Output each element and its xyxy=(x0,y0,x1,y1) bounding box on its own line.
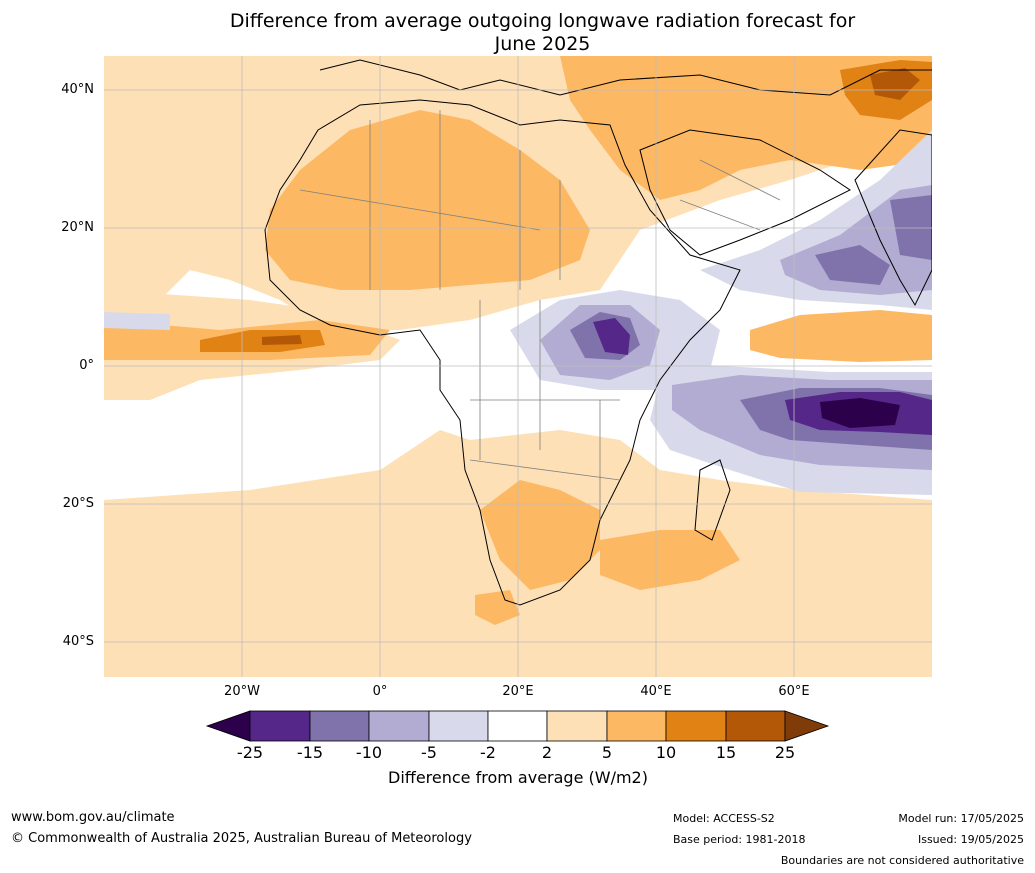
colorbar-swatch-5 xyxy=(487,710,548,742)
colorbar-tick: 10 xyxy=(655,743,677,762)
colorbar-tick: 15 xyxy=(715,743,737,762)
colorbar xyxy=(205,710,830,742)
lon-label-40e: 40°E xyxy=(640,684,672,699)
colorbar-swatch-7 xyxy=(606,710,667,742)
colorbar-swatch-0 xyxy=(205,710,251,742)
lon-label-20w: 20°W xyxy=(224,684,260,699)
footer-issued: Issued: 19/05/2025 xyxy=(917,833,1024,846)
lat-label-20n: 20°N xyxy=(61,220,94,235)
anomaly-region-dark-purple-eastafrica xyxy=(593,318,630,355)
footer-base-period: Base period: 1981-2018 xyxy=(673,833,806,846)
colorbar-swatch-2 xyxy=(309,710,370,742)
colorbar-tick: -25 xyxy=(236,743,264,762)
africa-coastline xyxy=(264,99,741,606)
footer-disclaimer: Boundaries are not considered authoritat… xyxy=(780,854,1024,867)
footer-model: Model: ACCESS-S2 xyxy=(673,812,775,825)
gridlines xyxy=(104,56,932,677)
lat-label-0: 0° xyxy=(79,358,94,373)
arabia-coastline xyxy=(639,129,851,256)
colorbar-tick: -15 xyxy=(296,743,324,762)
colorbar-label: Difference from average (W/m2) xyxy=(388,768,648,787)
lon-label-20e: 20°E xyxy=(502,684,534,699)
anomaly-region-orange-south-atlantic xyxy=(475,590,520,625)
anomaly-region-darkest-orange-gulf xyxy=(262,335,302,345)
colorbar-swatch-4 xyxy=(428,710,489,742)
colorbar-tick: 25 xyxy=(774,743,796,762)
colorbar-tick: -5 xyxy=(421,743,437,762)
colorbar-swatch-8 xyxy=(665,710,727,742)
footer-website-link[interactable]: www.bom.gov.au/climate xyxy=(11,810,175,825)
anomaly-region-orange-southern-africa xyxy=(480,480,600,590)
colorbar-swatch-1 xyxy=(249,710,311,742)
colorbar-swatch-3 xyxy=(368,710,430,742)
anomaly-region-pale-purple-atlantic xyxy=(104,312,170,330)
chart-title: Difference from average outgoing longwav… xyxy=(100,10,985,56)
anomaly-region-darkest-purple-indian xyxy=(820,398,900,428)
anomaly-region-orange-mideast xyxy=(560,56,932,200)
title-line-1: Difference from average outgoing longwav… xyxy=(229,10,856,32)
colorbar-swatch-9 xyxy=(725,710,786,742)
europe-coastline xyxy=(319,59,932,96)
anomaly-region-darkest-orange-caucasus xyxy=(870,68,920,100)
colorbar-tick: 5 xyxy=(601,743,613,762)
colorbar-tick: -2 xyxy=(480,743,496,762)
lon-label-60e: 60°E xyxy=(778,684,810,699)
madagascar-coastline xyxy=(694,459,731,541)
title-line-2: June 2025 xyxy=(494,33,591,55)
lat-label-20s: 20°S xyxy=(62,496,94,511)
lat-label-40s: 40°S xyxy=(62,634,94,649)
colorbar-swatch-6 xyxy=(546,710,608,742)
anomaly-region-mid-purple-arabian xyxy=(815,195,932,285)
lon-label-0: 0° xyxy=(372,684,388,699)
colorbar-tick: -10 xyxy=(355,743,383,762)
footer-copyright: © Commonwealth of Australia 2025, Austra… xyxy=(11,831,472,846)
colorbar-tick: 2 xyxy=(541,743,553,762)
colorbar-swatch-10 xyxy=(784,710,830,742)
anomaly-region-orange-indian xyxy=(750,310,932,362)
anomaly-region-orange-sahara xyxy=(265,110,590,290)
lat-label-40n: 40°N xyxy=(61,82,94,97)
india-coastline xyxy=(854,129,932,307)
footer-model-run: Model run: 17/05/2025 xyxy=(898,812,1024,825)
country-borders xyxy=(299,110,781,520)
anomaly-region-orange-madagascar-east xyxy=(600,530,740,590)
